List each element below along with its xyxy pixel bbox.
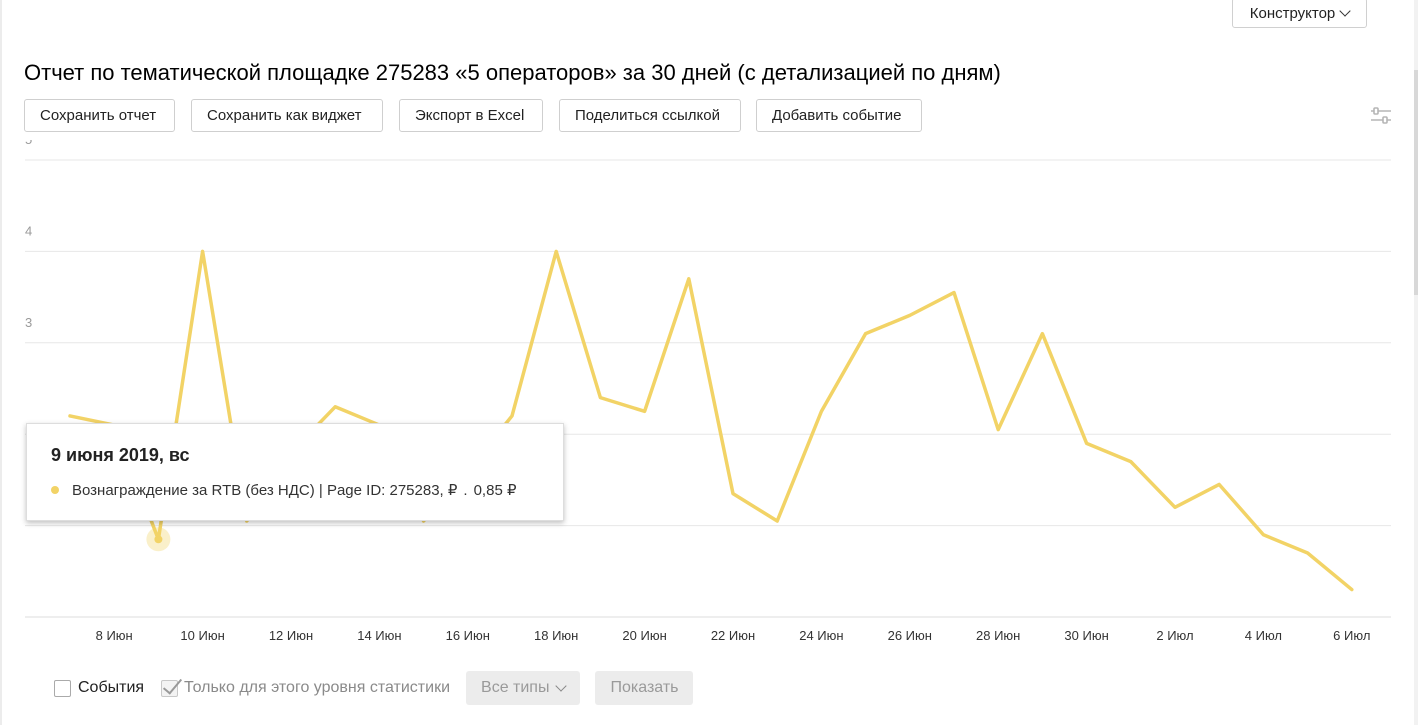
x-tick-label: 8 Июн (96, 628, 133, 643)
y-tick-label: 3 (25, 315, 32, 330)
series-line (68, 249, 1354, 592)
x-tick-label: 20 Июн (622, 628, 666, 643)
y-tick-label: 5 (25, 140, 32, 147)
x-tick-label: 2 Июл (1156, 628, 1193, 643)
show-button[interactable]: Показать (595, 671, 694, 705)
tooltip-row: Вознаграждение за RTB (без НДС) | Page I… (51, 481, 517, 499)
x-tick-label: 6 Июл (1333, 628, 1370, 643)
x-tick-label: 18 Июн (534, 628, 578, 643)
page-title: Отчет по тематической площадке 275283 «5… (24, 60, 1001, 85)
x-tick-label: 24 Июн (799, 628, 843, 643)
x-tick-label: 4 Июл (1245, 628, 1282, 643)
chart-tooltip: 9 июня 2019, вс Вознаграждение за RTB (б… (26, 423, 564, 521)
add-event-button[interactable]: Добавить событие (756, 99, 922, 132)
x-tick-label: 10 Июн (180, 628, 224, 643)
all-types-dropdown[interactable]: Все типы (466, 671, 581, 705)
toolbar: Сохранить отчет Сохранить как виджет Экс… (24, 99, 922, 132)
export-excel-button[interactable]: Экспорт в Excel (399, 99, 543, 132)
chevron-down-icon (555, 679, 568, 692)
scrollbar[interactable] (1414, 0, 1418, 725)
constructor-label: Конструктор (1249, 4, 1336, 22)
series-dot-icon (51, 486, 59, 494)
x-tick-label: 30 Июн (1064, 628, 1108, 643)
x-tick-label: 16 Июн (446, 628, 490, 643)
left-border (0, 0, 2, 725)
x-tick-label: 26 Июн (888, 628, 932, 643)
save-report-button[interactable]: Сохранить отчет (24, 99, 175, 132)
all-types-label: Все типы (481, 679, 550, 696)
save-as-widget-button[interactable]: Сохранить как виджет (191, 99, 383, 132)
constructor-dropdown[interactable]: Конструктор (1232, 0, 1367, 28)
events-checkbox[interactable] (54, 679, 71, 697)
share-link-button[interactable]: Поделиться ссылкой (559, 99, 741, 132)
y-tick-label: 4 (25, 223, 32, 238)
tooltip-value: 0,85 ₽ (473, 482, 517, 499)
tooltip-separator: . (463, 481, 468, 499)
only-level-label: Только для этого уровня статистики (184, 679, 451, 696)
tooltip-date: 9 июня 2019, вс (51, 445, 190, 465)
only-level-checkbox[interactable] (161, 679, 179, 697)
chevron-down-icon (1339, 4, 1351, 17)
x-tick-label: 14 Июн (357, 628, 401, 643)
x-tick-label: 28 Июн (976, 628, 1020, 643)
events-label: События (78, 679, 145, 696)
events-controls: События Только для этого уровня статисти… (54, 671, 694, 705)
x-tick-label: 22 Июн (711, 628, 755, 643)
x-tick-label: 12 Июн (269, 628, 313, 643)
sliders-icon[interactable] (1370, 105, 1392, 127)
tooltip-series-label: Вознаграждение за RTB (без НДС) | Page I… (72, 482, 458, 499)
scrollbar-thumb[interactable] (1414, 70, 1418, 295)
